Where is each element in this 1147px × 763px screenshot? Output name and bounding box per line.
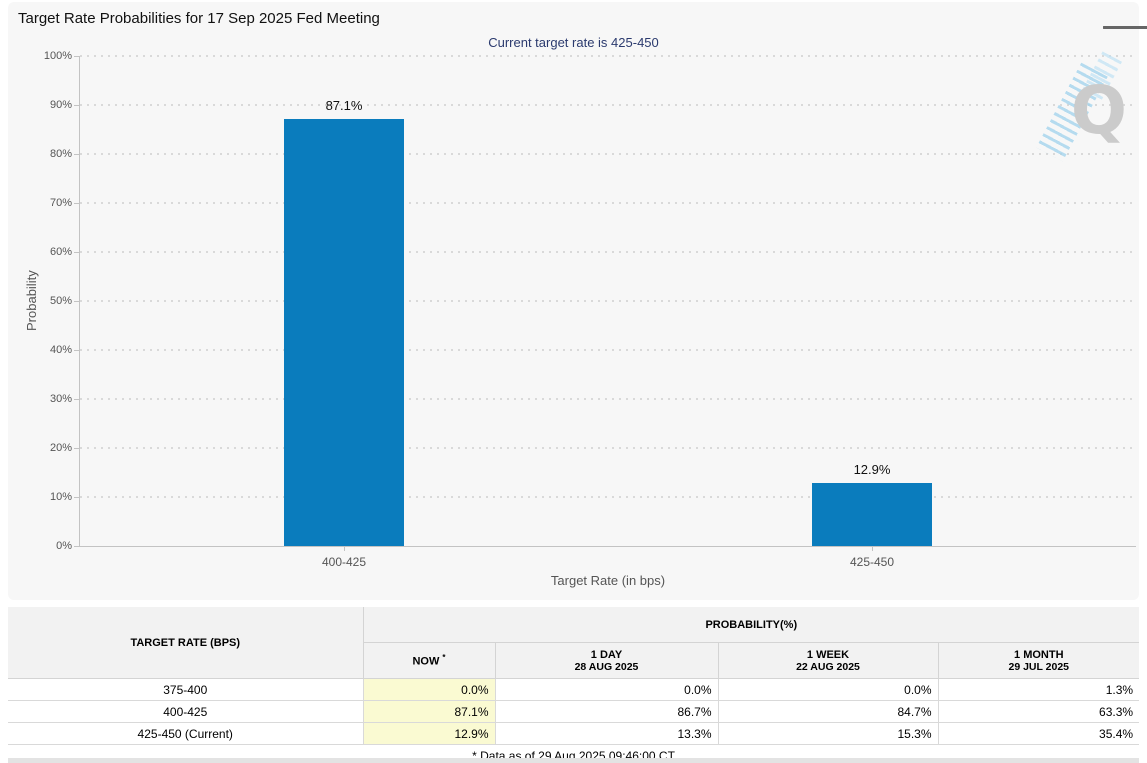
bar-value-label: 12.9%: [853, 461, 891, 477]
y-tick-mark: [74, 56, 80, 57]
gridline: [80, 153, 1136, 155]
y-tick-mark: [74, 350, 80, 351]
y-tick-mark: [74, 203, 80, 204]
y-tick-mark: [74, 448, 80, 449]
gridline: [80, 496, 1136, 498]
y-tick-label: 0%: [56, 540, 72, 552]
table-cell-month: 35.4%: [937, 722, 1140, 745]
table-cell-now: 87.1%: [362, 700, 496, 723]
chart-title: Target Rate Probabilities for 17 Sep 202…: [18, 10, 380, 27]
gridline: [80, 202, 1136, 204]
col-header-target-rate: TARGET RATE (BPS): [8, 607, 364, 679]
gridline: [80, 300, 1136, 302]
table-body: 375-400 0.0% 0.0% 0.0% 1.3% 400-425 87.1% 86.7%…: [8, 678, 1140, 745]
gridline: [80, 104, 1136, 106]
table-cell-day: 13.3%: [494, 722, 719, 745]
current-target-rate-subtitle: Current target rate is 425-450: [488, 35, 659, 50]
x-tick-label: 400-425: [321, 555, 367, 569]
probability-bar-400-425: 87.1%: [284, 98, 404, 546]
table-cell-now: 12.9%: [362, 722, 496, 745]
y-tick-label: 20%: [49, 442, 72, 454]
y-tick-mark: [74, 497, 80, 498]
table-cell-rate: 375-400: [8, 678, 364, 701]
table-row: 400-425 87.1% 86.7% 84.7% 63.3%: [8, 700, 1140, 723]
y-tick-label: 30%: [49, 393, 72, 405]
y-tick-mark: [74, 301, 80, 302]
x-tick-label: 425-450: [849, 555, 895, 569]
header-line2: 22 AUG 2025: [796, 660, 860, 673]
y-tick-label: 70%: [49, 197, 72, 209]
y-tick-label: 50%: [49, 295, 72, 307]
y-tick-label: 80%: [49, 148, 72, 160]
y-tick-mark: [74, 546, 80, 547]
col-header-1-week: 1 WEEK 22 AUG 2025: [717, 642, 939, 679]
y-tick-mark: [74, 105, 80, 106]
table-cell-week: 0.0%: [717, 678, 939, 701]
table-cell-month: 1.3%: [937, 678, 1140, 701]
gridline: [80, 398, 1136, 400]
hamburger-bar: [1103, 25, 1147, 29]
x-axis-title: Target Rate (in bps): [550, 573, 666, 588]
table-cell-now: 0.0%: [362, 678, 496, 701]
col-header-1-day: 1 DAY 28 AUG 2025: [494, 642, 719, 679]
chart-card: Target Rate Probabilities for 17 Sep 202…: [8, 2, 1147, 600]
gridline: [80, 349, 1136, 351]
table-row: 425-450 (Current) 12.9% 13.3% 15.3% 35.4%: [8, 722, 1140, 745]
header-line1: 1 MONTH: [1014, 648, 1064, 661]
col-header-1-month: 1 MONTH 29 JUL 2025: [937, 642, 1140, 679]
gridline: [80, 447, 1136, 449]
table-cell-day: 0.0%: [494, 678, 719, 701]
now-asterisk: *: [442, 653, 446, 663]
y-tick-label: 60%: [49, 246, 72, 258]
table-cell-month: 63.3%: [937, 700, 1140, 723]
header-line1: 1 WEEK: [806, 648, 850, 661]
probability-table: TARGET RATE (BPS) PROBABILITY(%) NOW * 1…: [8, 607, 1140, 763]
now-label: NOW: [412, 655, 440, 668]
x-tick-mark: [872, 546, 873, 551]
y-axis-title: Probability: [24, 270, 39, 332]
bottom-divider: [8, 758, 1139, 763]
y-tick-mark: [74, 399, 80, 400]
table-cell-rate: 400-425: [8, 700, 364, 723]
header-line2: 28 AUG 2025: [574, 660, 639, 673]
probability-bar-425-450: 12.9%: [812, 462, 932, 546]
col-group-header-probability: PROBABILITY(%): [362, 607, 1140, 643]
y-tick-label: 90%: [49, 99, 72, 111]
y-tick-label: 40%: [49, 344, 72, 356]
hamburger-menu-icon[interactable]: [1103, 14, 1147, 32]
table-cell-day: 86.7%: [494, 700, 719, 723]
y-tick-label: 10%: [49, 491, 72, 503]
col-header-now: NOW *: [363, 642, 496, 679]
table-cell-rate: 425-450 (Current): [8, 722, 364, 745]
y-tick-mark: [74, 154, 80, 155]
y-tick-label: 100%: [43, 50, 72, 62]
gridline: [80, 251, 1136, 253]
plot-area: Target Rate (in bps) 0% 10% 20% 30% 40% 50% 60…: [44, 50, 1136, 588]
header-line1: 1 DAY: [590, 648, 623, 661]
y-tick-mark: [74, 252, 80, 253]
table-row: 375-400 0.0% 0.0% 0.0% 1.3%: [8, 678, 1140, 701]
header-line2: 29 JUL 2025: [1008, 660, 1070, 673]
table-cell-week: 15.3%: [717, 722, 939, 745]
bar-value-label: 87.1%: [325, 98, 363, 114]
gridline: [80, 55, 1136, 57]
table-cell-week: 84.7%: [717, 700, 939, 723]
x-tick-mark: [344, 546, 345, 551]
